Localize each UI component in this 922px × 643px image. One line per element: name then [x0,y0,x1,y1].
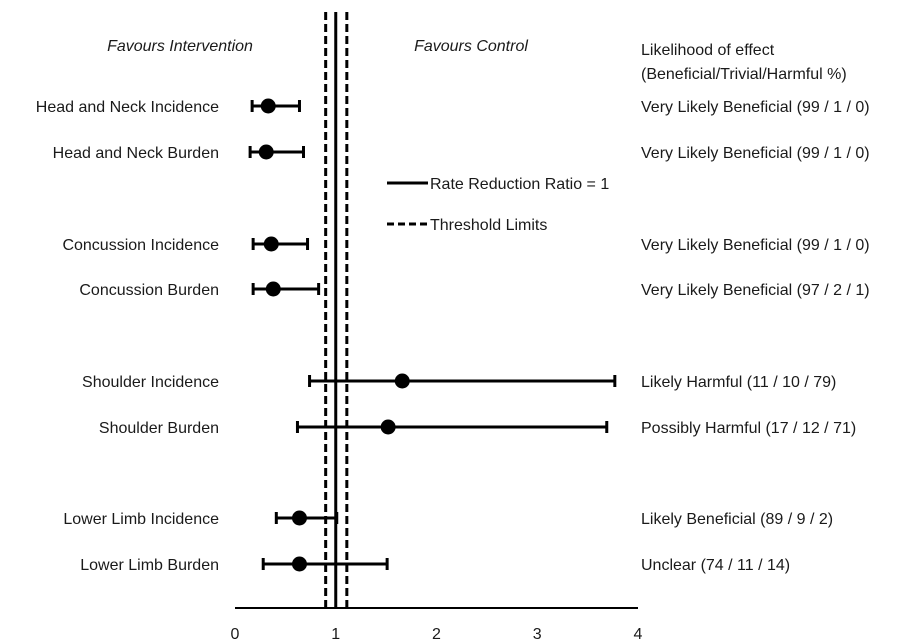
row-label: Shoulder Burden [99,420,219,437]
legend-label-threshold: Threshold Limits [430,217,547,234]
header-favours-intervention: Favours Intervention [107,38,253,55]
x-tick-label: 1 [331,626,340,643]
legend-label-reference: Rate Reduction Ratio = 1 [430,176,609,193]
legend: Rate Reduction Ratio = 1 Threshold Limit… [387,176,609,234]
point-estimate [258,144,274,160]
x-axis-ticks: 0 1 2 3 4 [231,626,643,643]
row-label: Shoulder Incidence [82,374,219,391]
point-estimate [260,98,276,114]
row-likelihood: Likely Harmful (11 / 10 / 79) [641,374,836,391]
forest-rows: Head and Neck Incidence Very Likely Benef… [36,98,870,574]
point-estimate [380,419,396,435]
row-likelihood: Possibly Harmful (17 / 12 / 71) [641,420,856,437]
row-label: Lower Limb Burden [80,557,219,574]
x-tick-label: 3 [533,626,542,643]
point-estimate [265,281,281,297]
point-estimate [291,510,307,526]
likelihood-header-line2: (Beneficial/Trivial/Harmful %) [641,66,847,83]
likelihood-header-line1: Likelihood of effect [641,42,775,59]
row-label: Concussion Incidence [62,237,219,254]
row-likelihood: Likely Beneficial (89 / 9 / 2) [641,511,833,528]
row-label: Lower Limb Incidence [63,511,219,528]
header-favours-control: Favours Control [414,38,528,55]
row-label: Head and Neck Burden [53,145,219,162]
point-estimate [291,556,307,572]
x-tick-label: 2 [432,626,441,643]
x-tick-label: 0 [231,626,240,643]
row-label: Head and Neck Incidence [36,99,219,116]
x-tick-label: 4 [634,626,643,643]
row-likelihood: Very Likely Beneficial (99 / 1 / 0) [641,99,870,116]
point-estimate [263,236,279,252]
row-label: Concussion Burden [79,282,219,299]
row-likelihood: Very Likely Beneficial (97 / 2 / 1) [641,282,870,299]
reference-lines [324,12,349,608]
row-likelihood: Very Likely Beneficial (99 / 1 / 0) [641,145,870,162]
row-likelihood: Very Likely Beneficial (99 / 1 / 0) [641,237,870,254]
point-estimate [394,373,410,389]
row-likelihood: Unclear (74 / 11 / 14) [641,557,790,574]
